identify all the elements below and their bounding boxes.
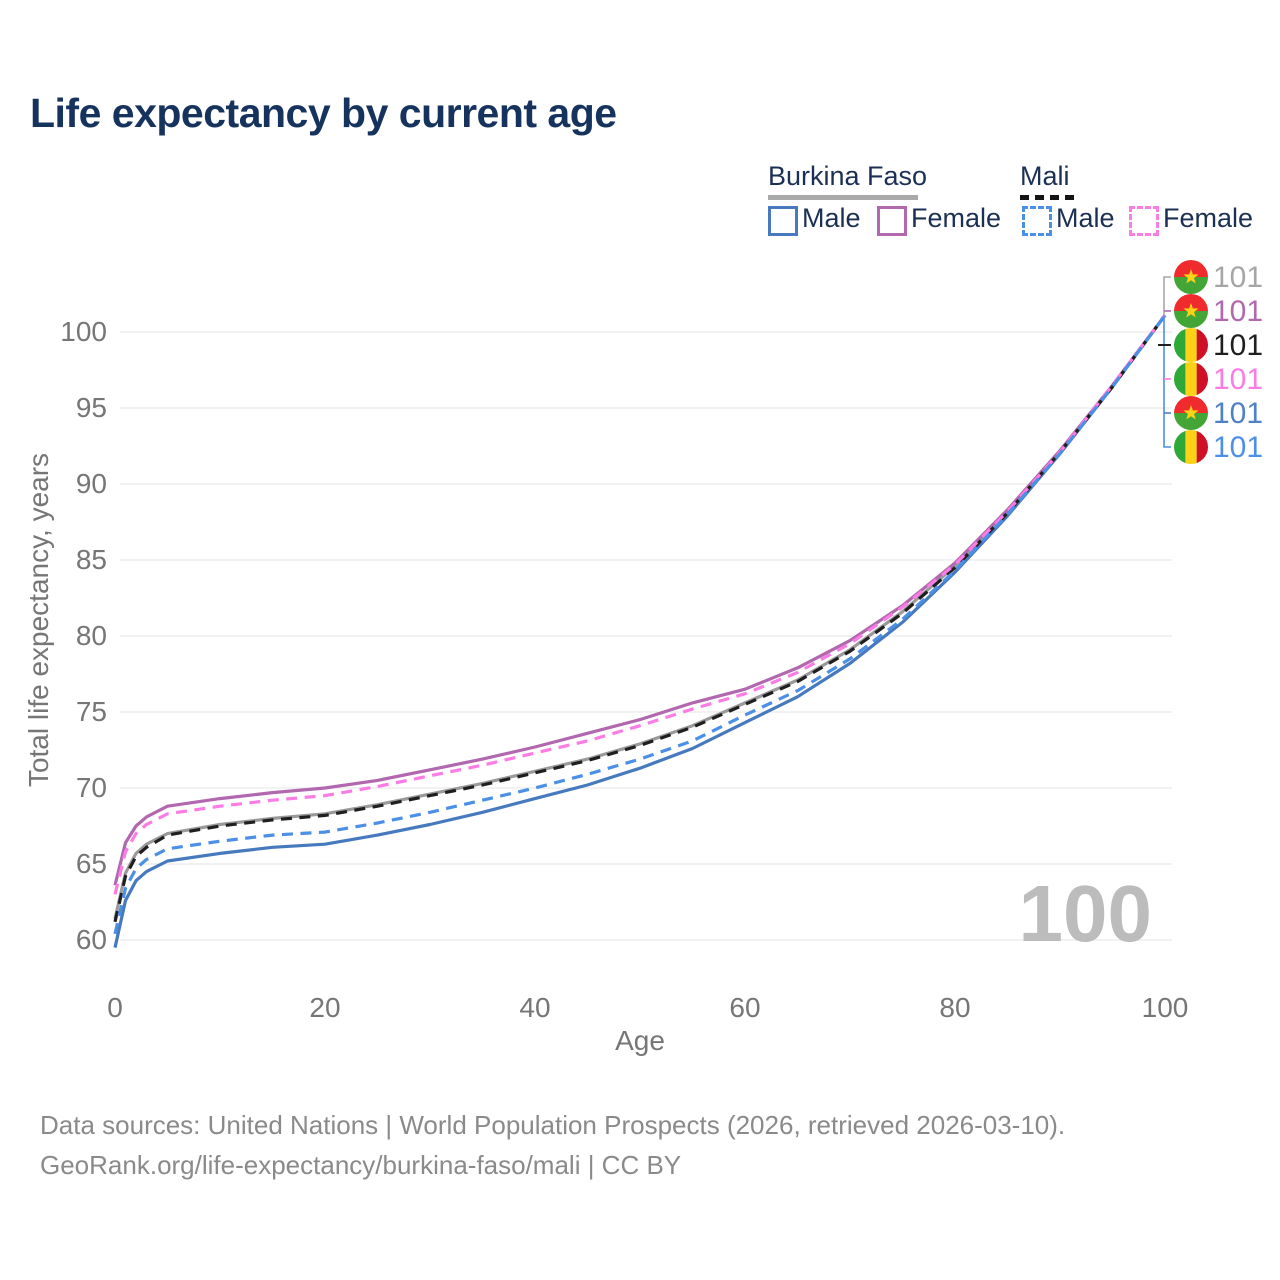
legend-label-burkina-faso-male[interactable]: Male: [802, 203, 861, 233]
leader-line-6: [1163, 315, 1171, 448]
series-line-mali-female: [113, 314, 1167, 895]
y-tick-80: 80: [76, 620, 107, 651]
series-line-burkina-faso-both-sexes: [113, 314, 1167, 920]
legend-checkbox-mali-female[interactable]: [1129, 206, 1159, 236]
x-tick-100: 100: [1142, 992, 1189, 1023]
page-title: Life expectancy by current age: [30, 90, 617, 136]
x-tick-60: 60: [729, 992, 760, 1023]
series-line-burkina-faso-female: [113, 314, 1167, 886]
legend-checkbox-burkina-faso-male[interactable]: [768, 206, 798, 236]
x-tick-0: 0: [107, 992, 123, 1023]
x-axis-label: Age: [615, 1025, 665, 1056]
legend-checkbox-mali-male[interactable]: [1022, 206, 1052, 236]
end-value-label-burkina-faso-female: 101: [1213, 295, 1263, 328]
mali-flag-icon: [1174, 362, 1208, 396]
y-tick-75: 75: [76, 696, 107, 727]
y-tick-65: 65: [76, 848, 107, 879]
y-tick-85: 85: [76, 544, 107, 575]
legend-checkbox-burkina-faso-female[interactable]: [877, 206, 907, 236]
y-tick-60: 60: [76, 924, 107, 955]
burkina-faso-flag-icon: [1174, 260, 1208, 294]
end-value-label-burkina-faso-male: 101: [1213, 397, 1263, 430]
mali-flag-icon: [1174, 328, 1208, 362]
data-sources-text: Data sources: United Nations | World Pop…: [40, 1110, 1066, 1140]
burkina-faso-flag-icon: [1174, 396, 1208, 430]
burkina-faso-flag-icon: [1174, 294, 1208, 328]
y-tick-70: 70: [76, 772, 107, 803]
legend-label-mali-female[interactable]: Female: [1163, 203, 1254, 233]
end-value-label-burkina-faso-both-sexes: 101: [1213, 261, 1263, 294]
x-tick-20: 20: [309, 992, 340, 1023]
end-value-label-mali-both-sexes: 101: [1213, 329, 1263, 362]
y-axis-label: Total life expectancy, years: [23, 453, 54, 787]
legend-underline-burkina-faso: [768, 195, 918, 200]
y-tick-90: 90: [76, 468, 107, 499]
legend-label-mali-male[interactable]: Male: [1056, 203, 1115, 233]
legend-group-mali: Mali: [1020, 161, 1070, 191]
y-tick-100: 100: [60, 316, 107, 347]
x-tick-80: 80: [939, 992, 970, 1023]
leader-line-1: [1163, 276, 1171, 316]
mali-flag-icon: [1174, 430, 1208, 464]
current-age-watermark: 100: [1019, 869, 1152, 958]
legend-underline-mali: [1020, 195, 1074, 200]
series-line-mali-male: [113, 314, 1167, 935]
legend-label-burkina-faso-female[interactable]: Female: [911, 203, 1002, 233]
series-line-burkina-faso-male: [113, 314, 1167, 948]
end-value-label-mali-female: 101: [1213, 363, 1263, 396]
attribution-text: GeoRank.org/life-expectancy/burkina-faso…: [40, 1150, 682, 1180]
legend-group-burkina-faso: Burkina Faso: [768, 161, 928, 191]
y-tick-95: 95: [76, 392, 107, 423]
end-value-label-mali-male: 101: [1213, 431, 1263, 464]
series-line-mali-both-sexes: [113, 314, 1167, 923]
x-tick-40: 40: [519, 992, 550, 1023]
